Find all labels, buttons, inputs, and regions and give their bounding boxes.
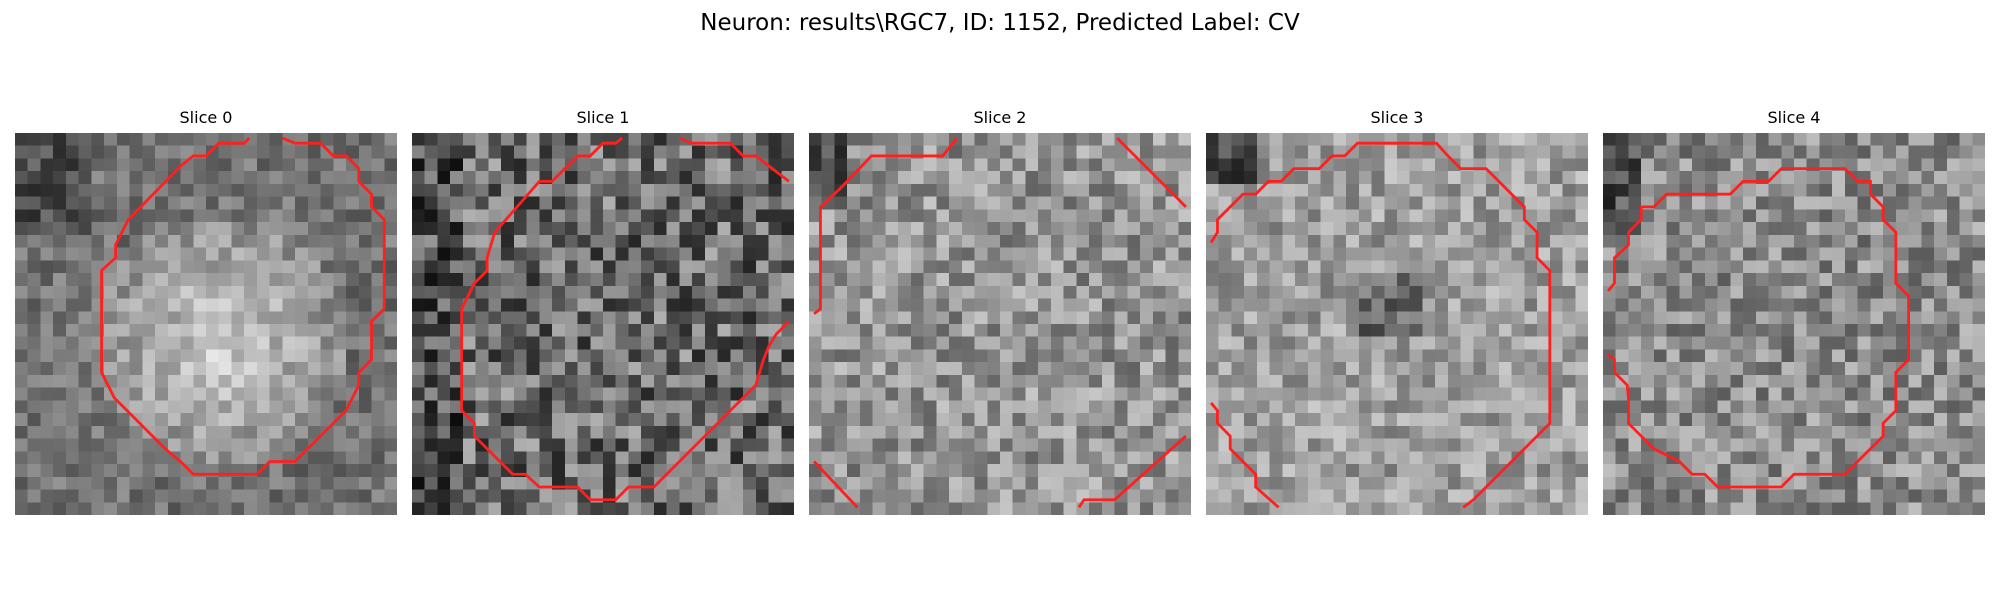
slice-image-2 [809,133,1191,515]
roi-contour [460,136,790,502]
slice-panel-3: Slice 3 [1206,107,1588,515]
roi-contour [1116,137,1187,208]
slice-image-0 [15,133,397,515]
slice-title: Slice 0 [179,108,233,127]
slice-title: Slice 4 [1767,108,1821,127]
roi-contour [678,136,790,183]
slice-title: Slice 2 [973,108,1027,127]
slice-image-3 [1206,133,1588,515]
figure-title: Neuron: results\RGC7, ID: 1152, Predicte… [700,10,1300,36]
slice-panel-1: Slice 1 [412,107,794,515]
roi-contour [1607,167,1911,489]
slice-image-1 [412,133,794,515]
roi-contour [813,137,958,315]
roi-contour [1209,141,1552,509]
slice-panel-4: Slice 4 [1603,107,1985,515]
slice-title: Slice 1 [576,108,630,127]
roi-contour [100,136,386,476]
roi-contour [813,460,859,509]
slice-title: Slice 3 [1370,108,1424,127]
roi-contour [1077,435,1187,509]
slice-panel-2: Slice 2 [809,107,1191,515]
slice-panel-0: Slice 0 [15,107,397,515]
roi-contour [1210,402,1280,509]
slice-image-4 [1603,133,1985,515]
